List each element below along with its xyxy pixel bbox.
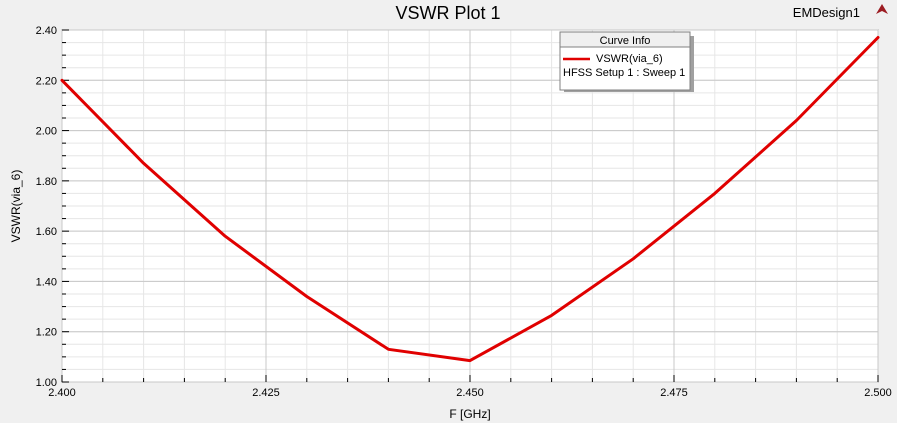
y-tick-label: 2.00 xyxy=(36,126,57,138)
y-tick-label: 1.00 xyxy=(36,377,57,389)
series-line-vswr xyxy=(60,36,880,363)
legend-header: Curve Info xyxy=(600,35,651,47)
series-layer xyxy=(60,36,880,363)
y-axis-title: VSWR(via_6) xyxy=(9,170,23,243)
chart-title: VSWR Plot 1 xyxy=(395,3,500,23)
legend-entry-detail: HFSS Setup 1 : Sweep 1 xyxy=(563,67,685,79)
x-axis-title: F [GHz] xyxy=(449,407,490,421)
legend-box[interactable]: Curve Info VSWR(via_6) HFSS Setup 1 : Sw… xyxy=(559,31,694,92)
legend-entry-name: VSWR(via_6) xyxy=(596,53,663,65)
y-tick-label: 2.40 xyxy=(36,25,57,37)
y-tick-label: 1.20 xyxy=(36,327,57,339)
tick-labels: 2.400 2.425 2.450 2.475 2.500 1.00 1.20 1.40 1.6… xyxy=(36,25,892,399)
x-tick-label: 2.450 xyxy=(456,387,484,399)
ansys-logo-icon xyxy=(876,4,888,14)
axis-ticks xyxy=(61,29,879,383)
grid-lines xyxy=(61,29,879,383)
x-tick-label: 2.500 xyxy=(864,387,892,399)
x-tick-label: 2.425 xyxy=(252,387,280,399)
y-tick-label: 1.80 xyxy=(36,176,57,188)
y-tick-label: 2.20 xyxy=(36,75,57,87)
design-name: EMDesign1 xyxy=(793,5,860,20)
y-tick-label: 1.40 xyxy=(36,276,57,288)
x-tick-label: 2.400 xyxy=(48,387,76,399)
y-tick-label: 1.60 xyxy=(36,226,57,238)
x-tick-label: 2.475 xyxy=(660,387,688,399)
